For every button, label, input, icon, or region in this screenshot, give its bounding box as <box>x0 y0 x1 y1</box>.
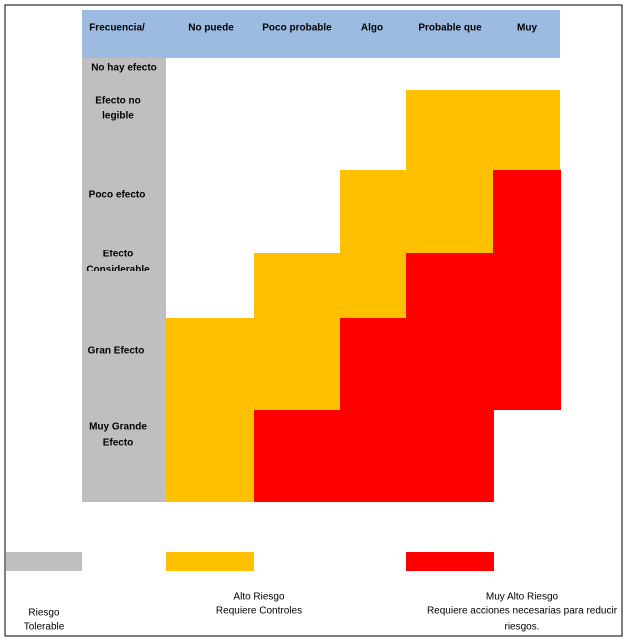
legend-text: Requiere acciones necesarias para reduci… <box>427 606 618 617</box>
legend-text: Requiere Controles <box>216 606 302 617</box>
column-header: No puede <box>188 23 234 34</box>
row-labels: No hay efecto Efecto no legible Poco efe… <box>86 63 156 449</box>
row-label: Efecto <box>103 438 134 449</box>
row-label: No hay efecto <box>91 63 157 74</box>
legend-swatch <box>166 552 254 571</box>
cell-high <box>166 318 340 410</box>
cell-very-high <box>254 410 341 502</box>
cell-high <box>340 170 493 253</box>
row-label: Efecto <box>103 249 134 260</box>
cells <box>166 90 561 502</box>
header-labels: Frecuencia/ No puede Poco probable Algo … <box>89 23 537 34</box>
row-label: Considerable <box>86 265 150 276</box>
row-label: Efecto no <box>95 96 141 107</box>
row-label: legible <box>102 111 134 122</box>
header-band <box>82 10 560 58</box>
frame <box>4 4 623 637</box>
column-header: Muy <box>517 23 537 34</box>
column-header: Probable que <box>418 23 482 34</box>
cell-very-high <box>406 253 494 502</box>
cell-high <box>166 410 254 502</box>
cell-high <box>254 253 406 318</box>
column-header: Frecuencia/ <box>89 23 145 34</box>
column-header: Algo <box>361 23 383 34</box>
legend-text: riesgos. <box>504 622 539 633</box>
row-header-band <box>82 58 166 502</box>
legend-swatch <box>406 552 494 571</box>
cell-very-high <box>340 318 407 502</box>
legend-text: Riesgo <box>28 608 60 619</box>
legend: Riesgo Tolerable Alto Riesgo Requiere Co… <box>6 552 618 633</box>
column-header: Poco probable <box>262 23 332 34</box>
cell-high <box>406 90 560 170</box>
row-label: Muy Grande <box>89 422 147 433</box>
legend-text: Muy Alto Riesgo <box>486 592 559 603</box>
legend-swatch <box>6 552 82 571</box>
row-label: Gran Efecto <box>88 346 145 357</box>
cell-very-high <box>493 170 561 410</box>
legend-text: Tolerable <box>24 622 65 633</box>
row-label: Poco efecto <box>89 190 146 201</box>
legend-text: Alto Riesgo <box>233 592 285 603</box>
